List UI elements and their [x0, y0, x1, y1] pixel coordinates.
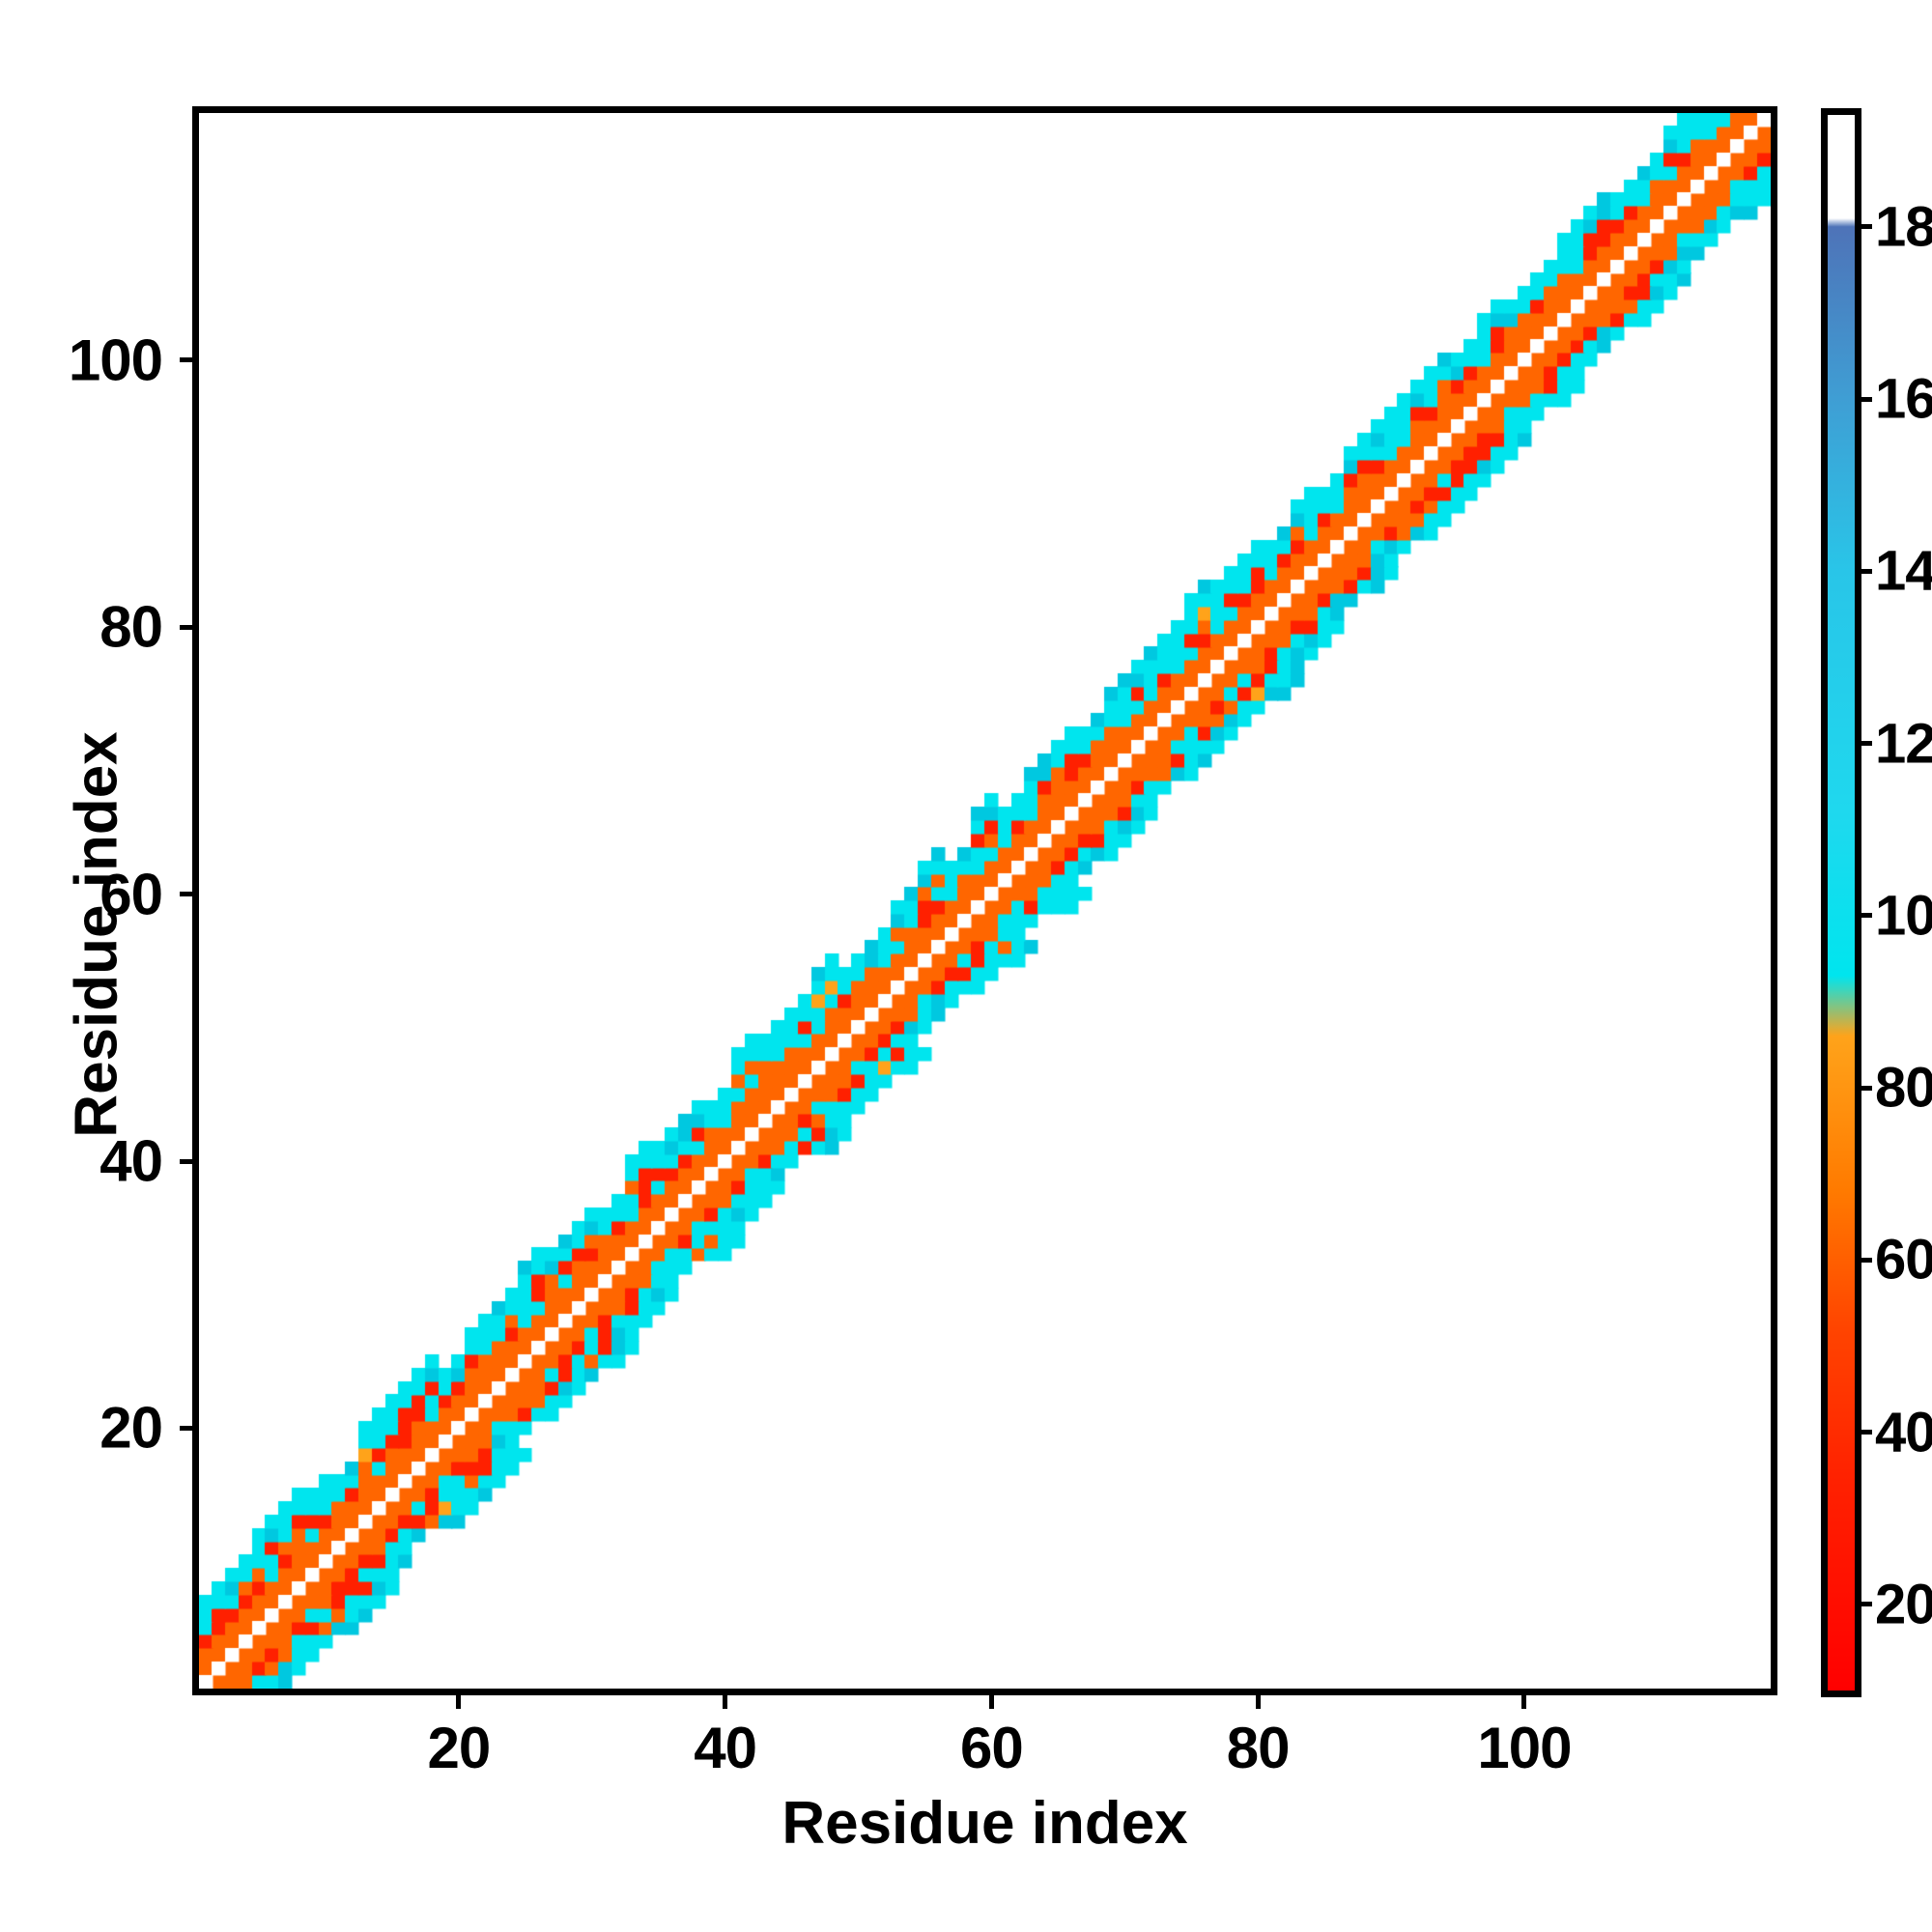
y-tick-60 — [180, 892, 193, 897]
colorbar-tick-140 — [1861, 568, 1872, 574]
y-tick-20 — [180, 1425, 193, 1431]
x-axis-title: Residue index — [781, 1790, 1188, 1857]
x-tick-label-100: 100 — [1477, 1716, 1572, 1780]
x-tick-label-40: 40 — [694, 1716, 757, 1780]
colorbar — [1821, 108, 1861, 1697]
colorbar-label-140: 140 — [1875, 539, 1932, 603]
y-tick-40 — [180, 1158, 193, 1164]
heatmap-canvas — [199, 113, 1771, 1689]
x-tick-label-80: 80 — [1226, 1716, 1291, 1780]
x-tick-40 — [723, 1695, 728, 1709]
y-tick-label-20: 20 — [99, 1395, 163, 1461]
y-axis-title: Residue index — [63, 731, 130, 1138]
colorbar-tick-160 — [1861, 396, 1872, 402]
colorbar-label-120: 120 — [1875, 712, 1932, 776]
x-tick-80 — [1255, 1695, 1261, 1709]
colorbar-label-160: 160 — [1875, 367, 1932, 431]
y-tick-label-60: 60 — [99, 862, 163, 927]
colorbar-tick-120 — [1861, 741, 1872, 747]
y-tick-label-40: 40 — [99, 1128, 163, 1194]
y-tick-80 — [180, 624, 193, 630]
contact-map-plot — [192, 106, 1777, 1695]
colorbar-label-100: 100 — [1875, 884, 1932, 948]
colorbar-tick-80 — [1861, 1085, 1872, 1091]
colorbar-label-60: 60 — [1875, 1228, 1932, 1292]
y-tick-label-100: 100 — [68, 327, 163, 393]
colorbar-tick-180 — [1861, 224, 1872, 230]
x-tick-20 — [456, 1695, 462, 1709]
colorbar-tick-100 — [1861, 913, 1872, 919]
y-tick-label-80: 80 — [99, 594, 163, 660]
x-tick-label-20: 20 — [427, 1716, 491, 1780]
colorbar-label-180: 180 — [1875, 195, 1932, 259]
x-tick-60 — [988, 1695, 994, 1709]
colorbar-tick-60 — [1861, 1257, 1872, 1263]
colorbar-label-40: 40 — [1875, 1401, 1932, 1464]
x-tick-100 — [1521, 1695, 1527, 1709]
colorbar-tick-20 — [1861, 1602, 1872, 1607]
colorbar-label-80: 80 — [1875, 1056, 1932, 1120]
colorbar-gradient — [1828, 115, 1855, 1690]
y-tick-100 — [180, 357, 193, 363]
colorbar-tick-40 — [1861, 1430, 1872, 1435]
colorbar-label-20: 20 — [1875, 1573, 1932, 1636]
x-tick-label-60: 60 — [960, 1716, 1024, 1780]
